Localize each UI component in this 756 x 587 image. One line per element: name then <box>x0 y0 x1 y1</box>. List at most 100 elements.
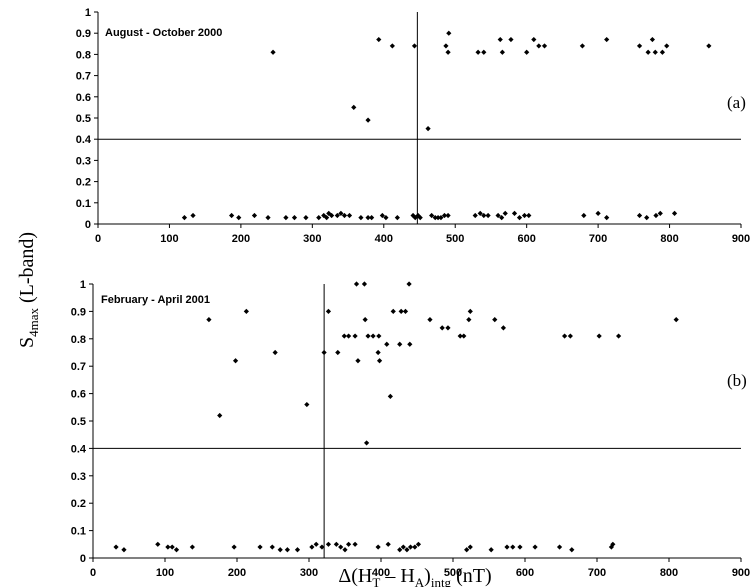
data-point <box>346 333 352 339</box>
data-point <box>671 210 678 216</box>
data-point <box>425 126 431 132</box>
data-point <box>472 212 478 219</box>
data-point <box>346 541 352 547</box>
data-point <box>467 544 473 550</box>
y-tick-label: 0.5 <box>71 416 86 428</box>
data-point <box>257 544 263 550</box>
data-point <box>497 36 503 43</box>
data-point <box>461 333 467 339</box>
data-point <box>313 541 319 547</box>
data-point <box>604 215 610 221</box>
data-point <box>443 43 449 49</box>
data-point <box>536 43 542 49</box>
data-point <box>333 541 339 547</box>
data-point <box>596 333 602 339</box>
data-point <box>664 43 670 49</box>
x-tick-label: 500 <box>444 567 462 579</box>
data-point <box>644 215 650 221</box>
data-point <box>510 544 516 550</box>
data-point <box>387 393 393 399</box>
data-point <box>365 215 371 221</box>
data-point <box>370 333 376 339</box>
data-point <box>251 212 258 219</box>
data-point <box>541 43 548 49</box>
data-point <box>531 36 537 43</box>
data-point <box>383 215 389 221</box>
data-point <box>303 215 309 221</box>
data-point <box>362 317 368 323</box>
x-axis-label: Δ(HT – HA)intg (nT) <box>338 565 491 587</box>
data-point <box>369 215 375 221</box>
data-point <box>269 544 275 550</box>
data-point <box>406 281 412 287</box>
x-tick-label: 0 <box>90 567 96 579</box>
panel-tag: (b) <box>727 371 747 390</box>
data-point <box>232 358 239 364</box>
data-point <box>243 308 249 314</box>
panel-b: 0 0.1 0.2 0.3 0.4 0.5 0.6 0.7 0.8 0.9 1 0 100 200 300 4… <box>71 279 750 579</box>
data-point <box>579 43 585 49</box>
y-axis-label: S4max (L-band) <box>16 232 41 348</box>
x-tick-label: 100 <box>160 233 178 245</box>
data-point <box>485 212 491 219</box>
data-point <box>657 210 663 216</box>
data-point <box>365 333 371 339</box>
data-point <box>502 210 508 216</box>
y-tick-label: 0.4 <box>71 443 87 455</box>
data-point <box>407 341 413 347</box>
data-point <box>294 547 301 553</box>
y-tick-label: 0.5 <box>76 113 91 125</box>
data-point <box>375 349 381 356</box>
data-point <box>516 215 523 221</box>
data-point <box>389 43 395 49</box>
data-point <box>397 547 403 553</box>
y-tick-label: 0.4 <box>76 134 92 146</box>
data-point <box>379 212 385 219</box>
y-tick-label: 0 <box>85 219 91 231</box>
data-point <box>394 215 400 221</box>
data-point <box>325 308 332 314</box>
data-point <box>477 210 483 216</box>
data-point <box>445 212 451 219</box>
data-point <box>384 341 390 347</box>
data-point <box>284 547 290 553</box>
data-point <box>556 544 563 550</box>
data-point <box>673 317 679 323</box>
data-point <box>407 544 414 550</box>
data-point <box>365 117 371 123</box>
x-tick-label: 800 <box>660 233 678 245</box>
data-point <box>466 317 472 323</box>
data-point <box>475 49 481 55</box>
y-tick-label: 0.8 <box>76 49 91 61</box>
x-tick-label: 700 <box>588 567 606 579</box>
data-point <box>400 544 406 550</box>
data-point <box>445 49 451 55</box>
data-point <box>376 333 382 339</box>
data-point <box>316 215 322 221</box>
panel-title: August - October 2000 <box>105 27 222 39</box>
x-tick-label: 600 <box>517 233 535 245</box>
y-tick-label: 0.8 <box>71 334 86 346</box>
data-point <box>351 104 357 110</box>
data-point <box>236 215 242 221</box>
y-tick-label: 0.6 <box>76 92 91 104</box>
data-point <box>375 544 381 550</box>
data-point <box>206 317 212 323</box>
y-tick-label: 1 <box>80 279 86 291</box>
y-tick-label: 1 <box>85 7 91 19</box>
x-tick-label: 800 <box>660 567 678 579</box>
data-point <box>441 212 448 219</box>
data-point <box>169 544 175 550</box>
data-point <box>653 212 659 219</box>
data-point <box>346 212 353 219</box>
y-tick-label: 0.1 <box>71 526 86 538</box>
data-point <box>155 541 161 547</box>
panel-title: February - April 2001 <box>101 294 210 306</box>
data-point <box>341 212 348 219</box>
data-point <box>364 440 370 446</box>
x-tick-label: 400 <box>375 233 393 245</box>
x-tick-label: 0 <box>95 233 101 245</box>
y-tick-label: 0.7 <box>76 71 91 83</box>
data-point <box>517 544 523 550</box>
